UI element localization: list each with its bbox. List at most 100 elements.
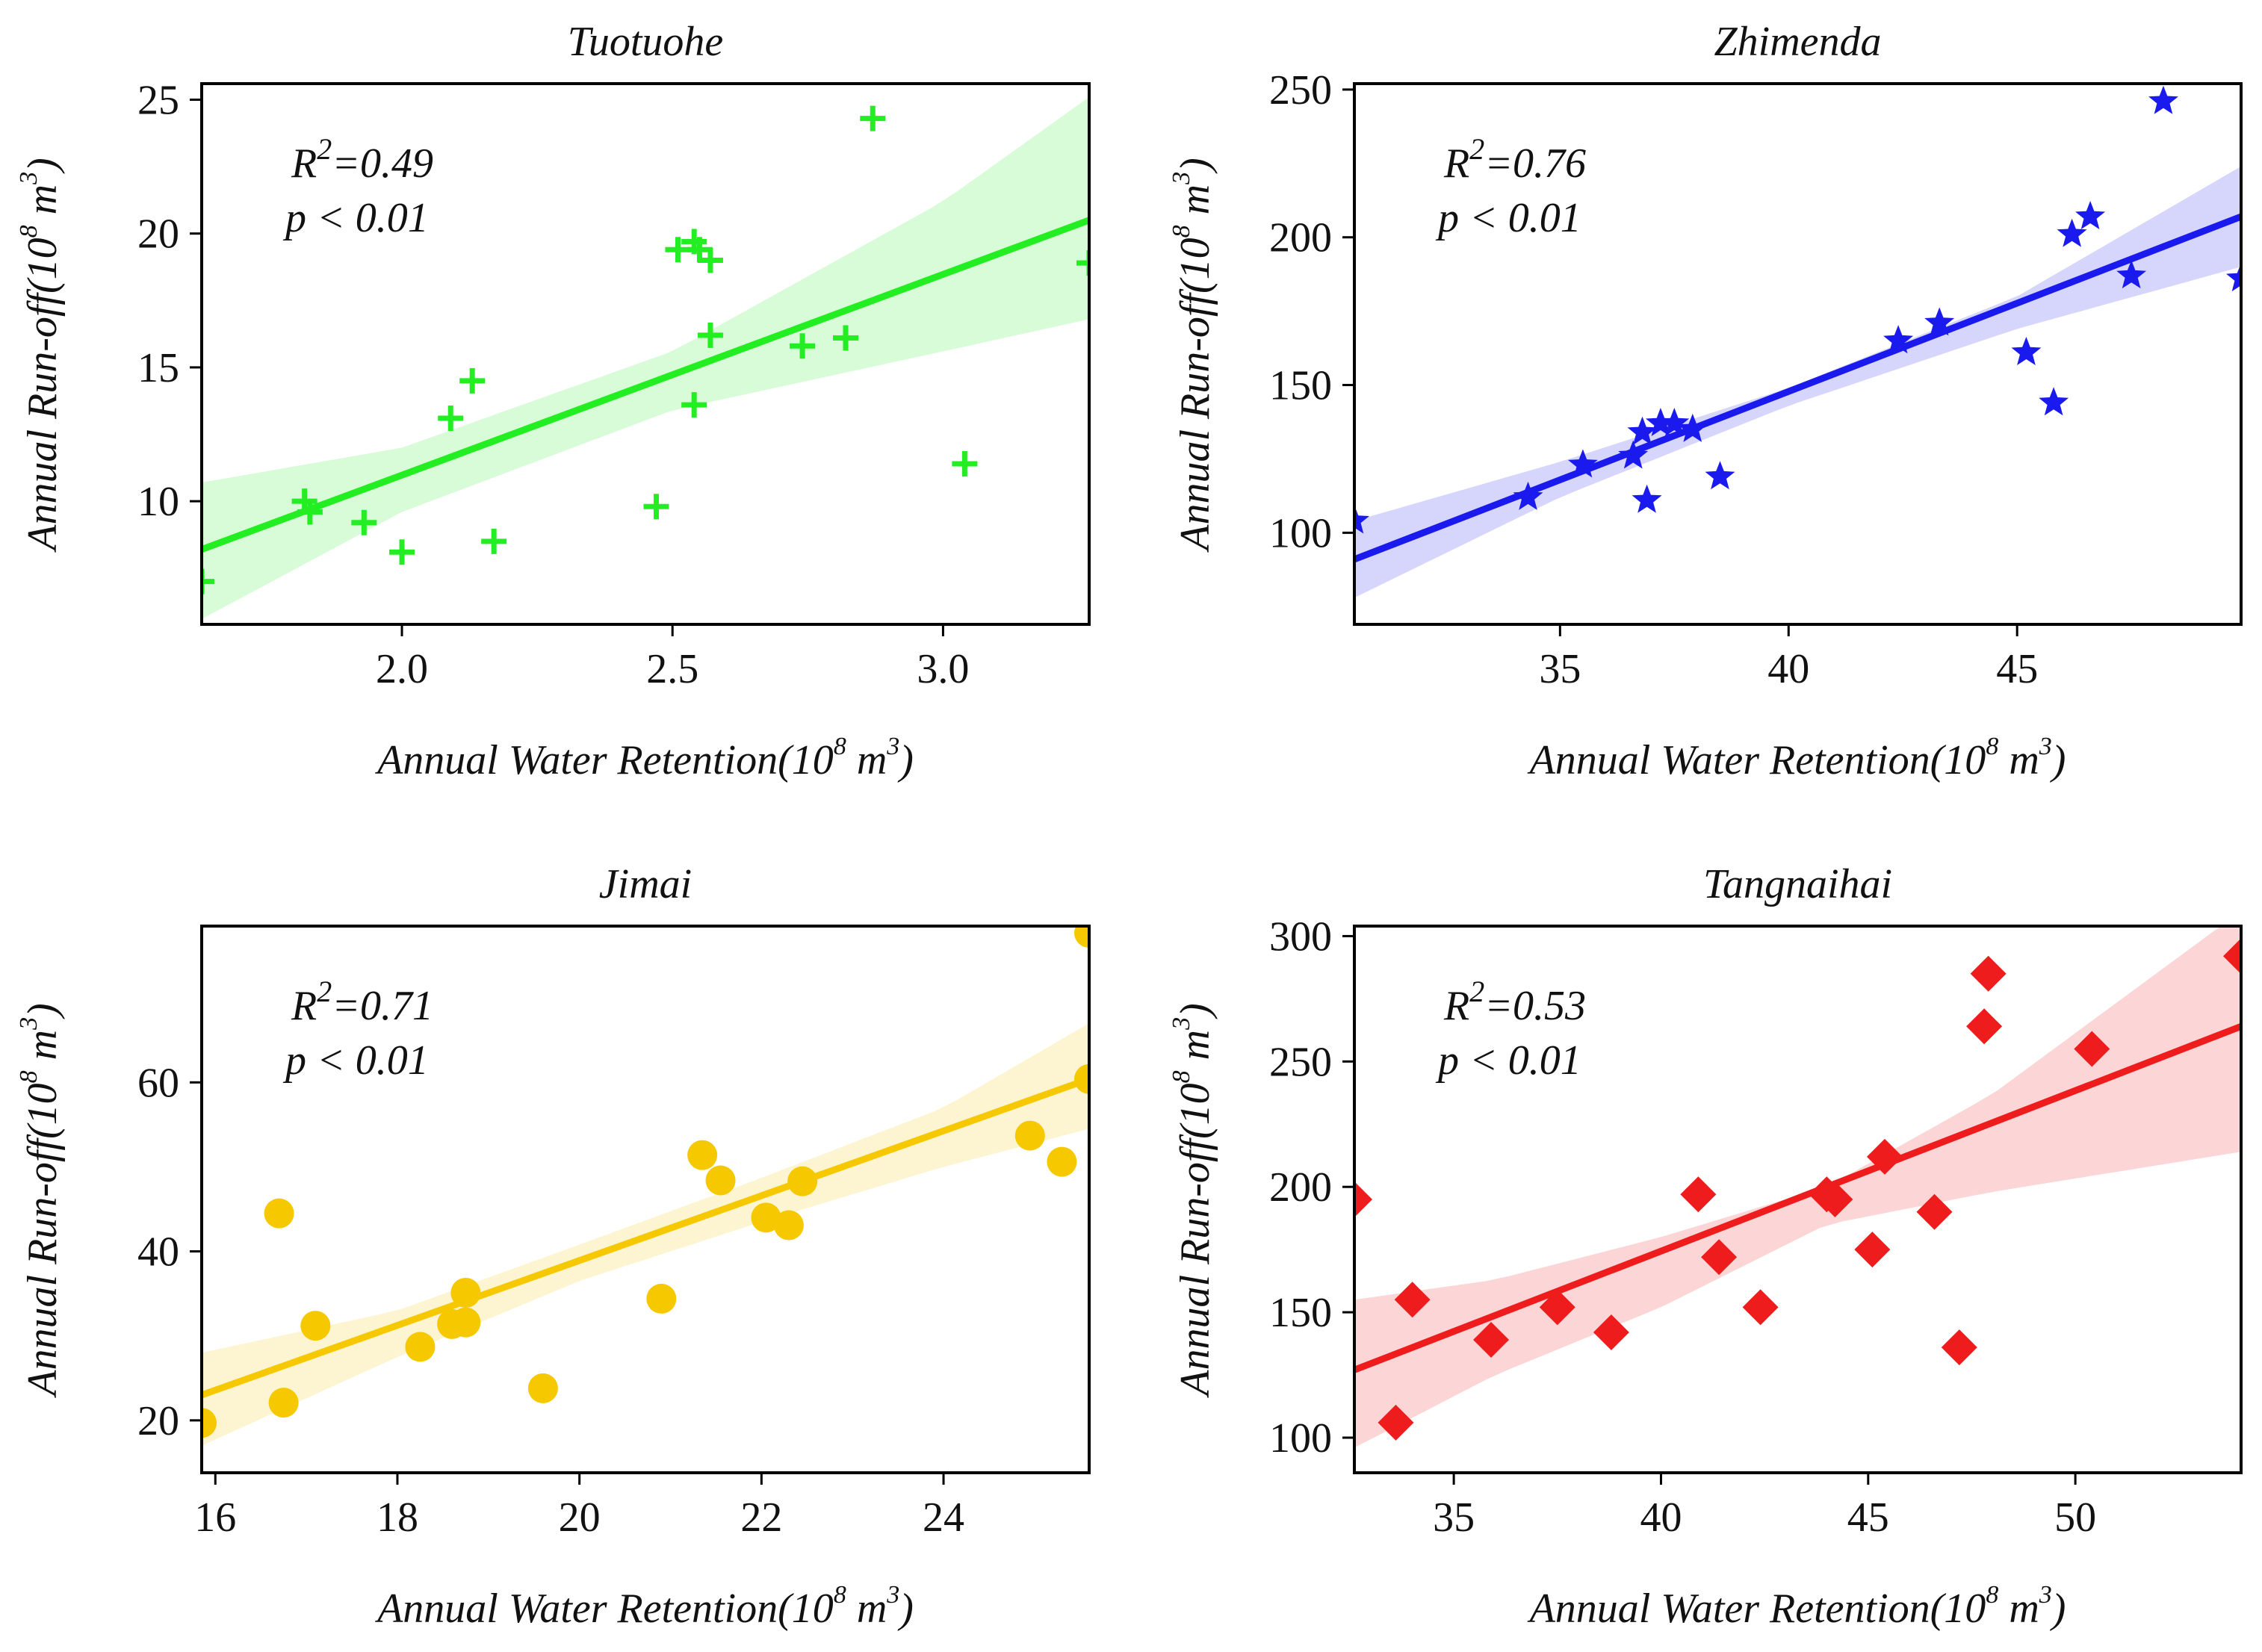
data-point [751,1202,781,1233]
x-tick-label: 35 [1539,646,1581,692]
y-tick-label: 300 [1269,913,1332,960]
r-squared-annotation: R2=0.76 [1443,132,1586,187]
x-axis-label: Annual Water Retention(108 m3) [1527,733,2066,783]
data-point [833,325,859,351]
data-point [1473,1322,1510,1358]
data-point [481,528,507,554]
data-point [697,247,723,273]
y-tick-label: 15 [137,345,179,391]
plot-frame [200,82,1091,626]
y-tick-label: 200 [1269,1164,1332,1211]
data-point [405,1332,436,1362]
data-point [2226,263,2241,292]
data-point [1742,1289,1779,1326]
data-point [1076,250,1089,276]
data-point [202,568,214,594]
plot-area [1354,85,2241,598]
x-tick-label: 35 [1433,1494,1475,1541]
y-tick-label: 60 [137,1060,179,1106]
data-point [1916,1193,1953,1230]
data-point [705,1165,736,1196]
y-tick-label: 150 [1269,363,1332,409]
x-tick-label: 22 [740,1494,782,1541]
p-value-annotation: p < 0.01 [282,1037,429,1084]
x-tick-label: 20 [559,1494,601,1541]
data-point [1074,926,1089,948]
x-tick-label: 3.0 [917,646,969,692]
data-point [1659,408,1690,436]
x-tick-label: 45 [1996,646,2038,692]
x-tick-label: 24 [923,1494,964,1541]
data-point [952,450,978,476]
x-tick-label: 40 [1640,1494,1682,1541]
x-axis-label: Annual Water Retention(108 m3) [374,1581,914,1632]
data-point [860,105,886,131]
chart-title: Zhimenda [1714,19,1882,65]
data-point [1014,1120,1045,1151]
data-point [687,1140,718,1170]
y-tick-label: 250 [1269,1039,1332,1085]
data-point [1378,1404,1414,1441]
data-point [790,333,816,359]
p-value-annotation: p < 0.01 [1435,195,1581,241]
x-tick-label: 18 [377,1494,418,1541]
data-point [1883,325,1914,354]
y-axis-label: Annual Run-off(108 m3) [1168,1003,1218,1399]
data-point [697,322,723,348]
data-point [1539,1289,1575,1326]
y-tick-label: 100 [1269,510,1332,556]
y-tick-label: 200 [1269,215,1332,261]
chart-panel: 35 40 45 100 150 200 250 Zhimenda Annual Water R… [1168,19,2243,783]
p-value-annotation: p < 0.01 [282,195,429,241]
p-value-annotation: p < 0.01 [1435,1037,1581,1084]
y-axis-label: Annual Run-off(108 m3) [15,1003,66,1399]
x-tick-label: 45 [1847,1494,1889,1541]
chart-title: Jimai [599,861,692,907]
data-point [665,237,691,263]
chart-panel: 16 18 20 22 24 20 40 60 Jimai Annual Water Retent… [15,861,1091,1632]
data-point [2039,387,2069,416]
x-tick-label: 2.0 [376,646,428,692]
y-axis-label: Annual Run-off(108 m3) [15,158,66,553]
data-point [681,392,707,418]
x-tick-label: 50 [2054,1494,2096,1541]
data-point [2116,260,2147,289]
data-point [1854,1232,1891,1268]
data-point [1627,416,1658,445]
data-point [1680,1176,1717,1213]
data-point [1593,1314,1629,1350]
data-point [297,499,323,525]
data-point [389,539,415,565]
data-point [2075,201,2106,229]
x-tick-label: 40 [1767,646,1809,692]
data-point [459,367,486,394]
data-point [643,494,669,520]
data-point [1354,1181,1372,1217]
data-point [2057,218,2087,247]
x-axis-label: Annual Water Retention(108 m3) [374,733,914,783]
data-point [202,1408,217,1438]
data-point [1394,1282,1431,1318]
data-point [1701,1239,1738,1276]
data-point [646,1283,677,1314]
data-point [268,1388,299,1418]
data-point [450,1307,481,1338]
r-squared-annotation: R2=0.53 [1443,975,1586,1029]
data-point [438,406,464,432]
data-point [2148,85,2178,114]
y-tick-label: 20 [137,1398,179,1444]
chart-panel: 35 40 45 50 100 150 200 250 300 Tangnaihai Annual … [1168,861,2243,1632]
plot-frame [1353,925,2243,1474]
r-squared-annotation: R2=0.49 [291,132,433,187]
data-point [2074,1031,2110,1067]
data-point [1354,505,1369,534]
plot-area [1354,926,2241,1448]
y-tick-label: 10 [137,479,179,525]
y-tick-label: 25 [137,78,179,124]
confidence-band [202,96,1089,619]
plot-area [202,926,1089,1446]
data-point [1632,484,1662,513]
data-point [1646,408,1676,436]
data-point [1941,1329,1977,1366]
